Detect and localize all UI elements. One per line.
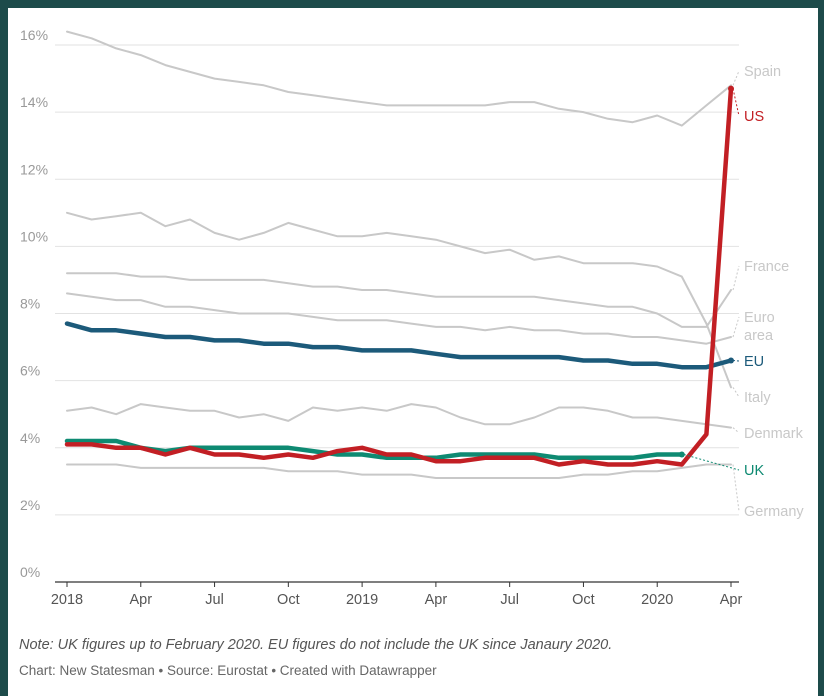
frame-top-border bbox=[0, 0, 824, 8]
x-tick-label: Oct bbox=[572, 592, 595, 608]
end-point-eu bbox=[728, 357, 734, 364]
series-line-germany bbox=[66, 463, 732, 479]
x-tick-label: 2020 bbox=[641, 592, 673, 608]
series-label: UK bbox=[744, 463, 764, 479]
end-point-us bbox=[728, 85, 734, 92]
y-tick-label: 12% bbox=[20, 161, 48, 177]
series-label: US bbox=[744, 109, 764, 125]
x-tick-label: Apr bbox=[129, 592, 152, 608]
end-point-uk bbox=[678, 451, 685, 458]
y-tick-label: 0% bbox=[20, 564, 40, 580]
series-line-france bbox=[66, 272, 732, 328]
series-label: Italy bbox=[744, 390, 771, 406]
y-tick-label: 10% bbox=[20, 228, 48, 244]
line-chart: 16% 14% 12% 10% 8% 6% 4% 2% 0% 2018 Apr Jul Oct 2019 A… bbox=[20, 27, 804, 608]
label-leader bbox=[732, 70, 740, 86]
x-tick-label: Apr bbox=[425, 592, 448, 608]
frame-left-border bbox=[0, 0, 8, 696]
series-label: Spain bbox=[744, 64, 781, 80]
series-label: France bbox=[744, 259, 789, 275]
label-leader bbox=[732, 88, 740, 117]
series-line-uk bbox=[64, 438, 685, 461]
y-tick-label: 16% bbox=[20, 27, 48, 43]
y-tick-label: 8% bbox=[20, 296, 40, 312]
x-tick-label: 2018 bbox=[51, 592, 83, 608]
series-line-eu bbox=[64, 321, 734, 370]
x-tick-label: 2019 bbox=[346, 592, 378, 608]
label-leader bbox=[732, 316, 740, 338]
series-line-spain bbox=[66, 30, 732, 127]
x-tick-label: Oct bbox=[277, 592, 300, 608]
y-tick-label: 14% bbox=[20, 94, 48, 110]
series-line-us bbox=[64, 86, 734, 467]
label-leader bbox=[732, 387, 740, 398]
series-label: Germany bbox=[744, 504, 804, 520]
series-line-denmark bbox=[66, 403, 732, 429]
label-leader bbox=[732, 464, 740, 512]
chart-area: 16% 14% 12% 10% 8% 6% 4% 2% 0% 2018 Apr Jul Oct 2019 A… bbox=[8, 8, 818, 628]
label-leader bbox=[732, 427, 740, 434]
frame-right-border bbox=[818, 0, 824, 696]
label-leader bbox=[732, 359, 740, 362]
chart-credit: Chart: New Statesman • Source: Eurostat … bbox=[19, 663, 437, 678]
label-leader bbox=[683, 453, 740, 471]
x-tick-label: Jul bbox=[205, 592, 224, 608]
series-line-euro-area bbox=[66, 292, 732, 345]
series-label: EU bbox=[744, 354, 764, 370]
y-tick-label: 2% bbox=[20, 497, 40, 513]
y-tick-label: 6% bbox=[20, 363, 40, 379]
x-tick-label: Apr bbox=[720, 592, 743, 608]
series-line-italy bbox=[66, 211, 732, 389]
y-tick-label: 4% bbox=[20, 430, 40, 446]
chart-note: Note: UK figures up to February 2020. EU… bbox=[19, 637, 613, 653]
label-leader bbox=[732, 265, 740, 291]
series-label: Denmark bbox=[744, 426, 804, 442]
x-tick-label: Jul bbox=[500, 592, 519, 608]
series-label-line2: area bbox=[744, 328, 774, 344]
series-label: Euro bbox=[744, 310, 775, 326]
